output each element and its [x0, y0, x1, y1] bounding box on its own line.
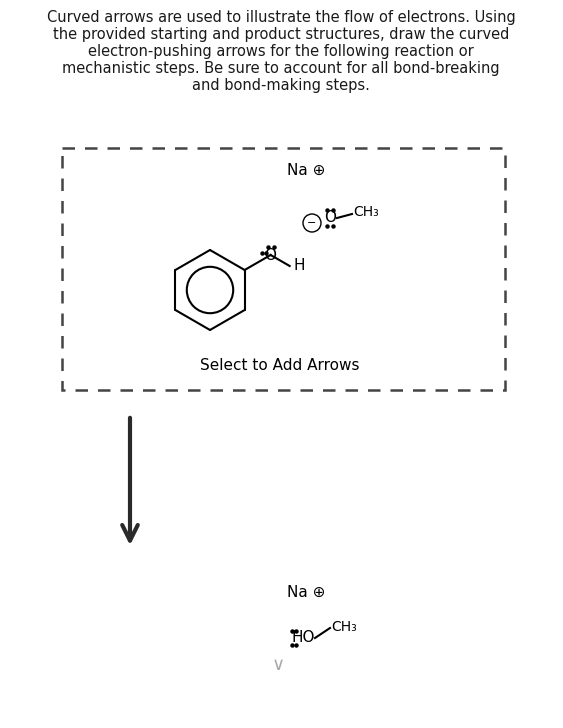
Text: CH₃: CH₃ — [353, 205, 379, 219]
Text: Curved arrows are used to illustrate the flow of electrons. Using: Curved arrows are used to illustrate the… — [47, 10, 515, 25]
Text: the provided starting and product structures, draw the curved: the provided starting and product struct… — [53, 27, 509, 42]
Text: O: O — [265, 248, 276, 263]
Text: mechanistic steps. Be sure to account for all bond-breaking: mechanistic steps. Be sure to account fo… — [62, 61, 500, 76]
Text: and bond-making steps.: and bond-making steps. — [192, 78, 370, 93]
Text: Select to Add Arrows: Select to Add Arrows — [200, 357, 360, 373]
Text: electron-pushing arrows for the following reaction or: electron-pushing arrows for the followin… — [88, 44, 474, 59]
Text: ∨: ∨ — [271, 656, 284, 674]
Text: HO: HO — [292, 630, 315, 646]
Text: Na ⊕: Na ⊕ — [287, 585, 325, 599]
Text: H: H — [294, 258, 305, 274]
Text: −: − — [307, 218, 316, 228]
Text: O: O — [324, 210, 336, 226]
Text: Na ⊕: Na ⊕ — [287, 162, 325, 178]
Text: CH₃: CH₃ — [331, 620, 357, 634]
Bar — [62, 148, 505, 390]
